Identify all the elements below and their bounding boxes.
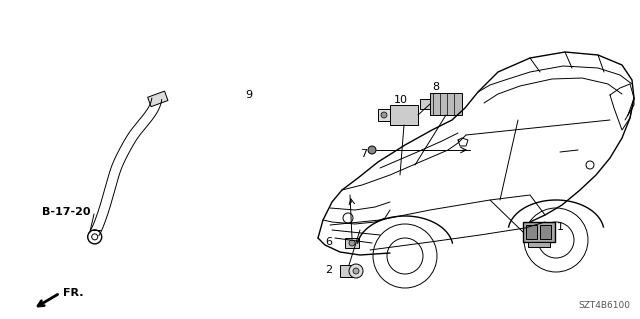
Circle shape (349, 264, 363, 278)
Circle shape (349, 240, 355, 246)
Text: 10: 10 (394, 95, 408, 105)
Text: SZT4B6100: SZT4B6100 (578, 301, 630, 310)
Text: B-17-20: B-17-20 (42, 207, 90, 217)
Bar (430, 93, 462, 115)
Bar (345, 238, 359, 248)
Text: 6: 6 (325, 237, 332, 247)
Bar (340, 265, 358, 277)
Circle shape (381, 112, 387, 118)
Text: 8: 8 (432, 82, 439, 92)
Bar (528, 242, 550, 247)
Text: FR.: FR. (63, 288, 83, 298)
Bar (390, 105, 418, 125)
Bar (378, 109, 390, 121)
Bar (540, 225, 551, 239)
Text: 2: 2 (325, 265, 332, 275)
Bar (420, 99, 430, 109)
Bar (526, 225, 537, 239)
Circle shape (368, 146, 376, 154)
Bar (148, 91, 168, 107)
Text: 9: 9 (245, 90, 252, 100)
Text: 1: 1 (557, 222, 564, 232)
Bar (523, 222, 555, 242)
Circle shape (353, 268, 359, 274)
Text: 7: 7 (360, 149, 367, 159)
